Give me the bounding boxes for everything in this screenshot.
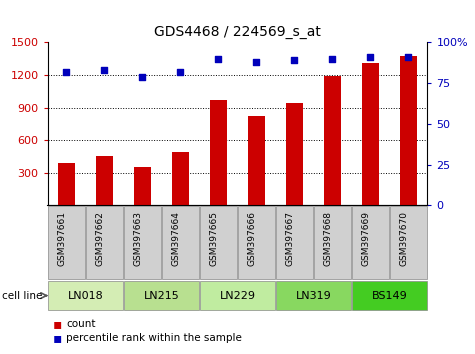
Point xyxy=(405,54,412,60)
Bar xyxy=(134,167,151,205)
FancyBboxPatch shape xyxy=(238,206,275,279)
Point xyxy=(291,58,298,63)
Text: GSM397663: GSM397663 xyxy=(133,211,142,266)
FancyBboxPatch shape xyxy=(124,206,161,279)
Text: percentile rank within the sample: percentile rank within the sample xyxy=(66,333,242,343)
Text: count: count xyxy=(66,319,96,329)
Text: LN319: LN319 xyxy=(295,291,332,301)
Text: GSM397669: GSM397669 xyxy=(361,211,371,266)
Text: ▪: ▪ xyxy=(52,331,62,345)
FancyBboxPatch shape xyxy=(314,206,351,279)
FancyBboxPatch shape xyxy=(276,206,313,279)
Point xyxy=(139,74,146,80)
Bar xyxy=(210,100,227,205)
Text: LN018: LN018 xyxy=(67,291,104,301)
Title: GDS4468 / 224569_s_at: GDS4468 / 224569_s_at xyxy=(154,25,321,39)
Point xyxy=(215,56,222,62)
Bar xyxy=(324,76,341,205)
Text: ▪: ▪ xyxy=(52,317,62,331)
Text: GSM397665: GSM397665 xyxy=(209,211,218,266)
Text: GSM397667: GSM397667 xyxy=(285,211,294,266)
Text: BS149: BS149 xyxy=(371,291,408,301)
Text: LN229: LN229 xyxy=(219,291,256,301)
FancyBboxPatch shape xyxy=(352,206,389,279)
Text: GSM397670: GSM397670 xyxy=(399,211,408,266)
Bar xyxy=(58,163,75,205)
Point xyxy=(101,67,108,73)
Text: GSM397664: GSM397664 xyxy=(171,211,180,266)
Text: LN215: LN215 xyxy=(143,291,180,301)
Bar xyxy=(400,56,417,205)
FancyBboxPatch shape xyxy=(200,281,275,310)
FancyBboxPatch shape xyxy=(86,206,123,279)
FancyBboxPatch shape xyxy=(124,281,199,310)
Bar xyxy=(172,152,189,205)
Text: GSM397661: GSM397661 xyxy=(57,211,67,266)
Text: GSM397662: GSM397662 xyxy=(95,211,104,266)
FancyBboxPatch shape xyxy=(352,281,427,310)
FancyBboxPatch shape xyxy=(390,206,427,279)
Text: GSM397668: GSM397668 xyxy=(323,211,332,266)
Bar xyxy=(362,63,379,205)
Point xyxy=(253,59,260,65)
Text: cell line: cell line xyxy=(2,291,43,301)
Bar xyxy=(248,116,265,205)
Text: GSM397666: GSM397666 xyxy=(247,211,257,266)
Point xyxy=(177,69,184,75)
FancyBboxPatch shape xyxy=(276,281,351,310)
FancyBboxPatch shape xyxy=(200,206,237,279)
Point xyxy=(329,56,336,62)
FancyBboxPatch shape xyxy=(48,206,85,279)
Bar xyxy=(96,156,113,205)
Bar xyxy=(286,103,303,205)
Point xyxy=(63,69,70,75)
FancyBboxPatch shape xyxy=(48,281,123,310)
FancyBboxPatch shape xyxy=(162,206,199,279)
Point xyxy=(367,54,374,60)
